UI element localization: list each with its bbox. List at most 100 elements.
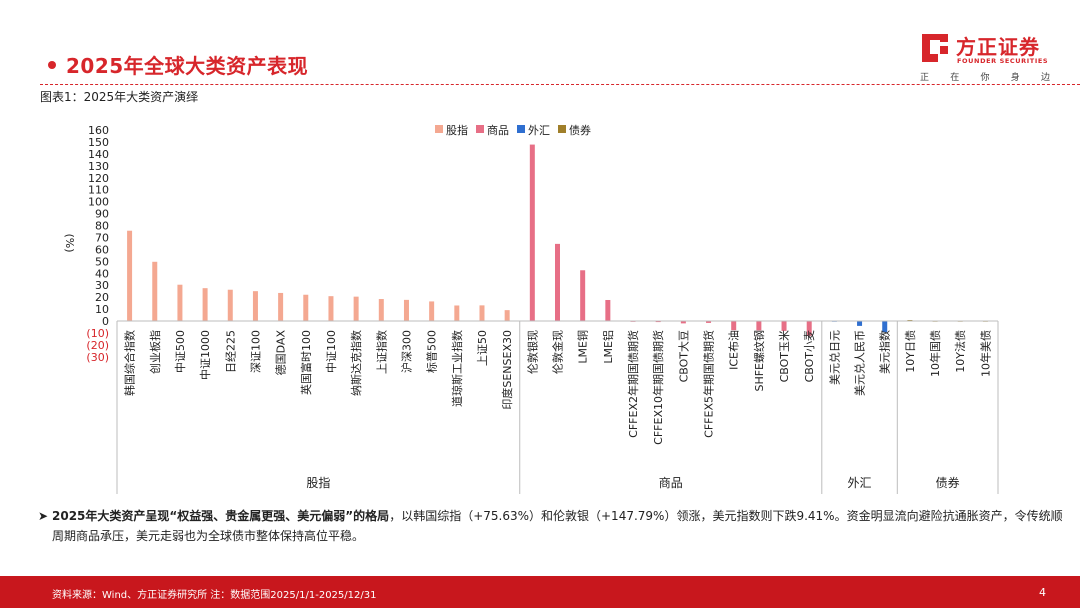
legend-swatch (558, 125, 566, 133)
bar (303, 294, 309, 321)
summary-paragraph: ➤ 2025年大类资产呈现“权益强、贵金属更强、美元偏弱”的格局，以韩国综指（+7… (38, 506, 1064, 546)
legend-swatch (435, 125, 443, 133)
category-label: 10年国债 (928, 330, 942, 377)
y-tick-label: 10 (95, 303, 109, 316)
title-bullet (48, 60, 56, 69)
y-tick-label: 60 (95, 243, 109, 256)
category-label: CBOT小麦 (803, 330, 816, 382)
y-tick-label: 40 (95, 267, 109, 280)
category-label: 10年美债 (978, 330, 992, 377)
y-tick-label: 0 (102, 315, 109, 328)
legend-label: 债券 (569, 123, 591, 137)
bar (580, 270, 586, 321)
bar (479, 305, 485, 321)
y-tick-label: 20 (95, 291, 109, 304)
bar (680, 321, 686, 324)
category-label: 创业板指 (148, 330, 162, 374)
slogan-char: 在 (950, 73, 960, 83)
category-label: LME铝 (601, 330, 615, 364)
category-label: 韩国综合指数 (123, 330, 137, 396)
bar (857, 321, 863, 326)
logo-chinese-name: 方正证券 (956, 35, 1040, 59)
group-label: 股指 (306, 475, 330, 490)
y-tick-label: 70 (95, 231, 109, 244)
company-logo: 方正证券 FOUNDER SECURITIES 正 在 你 身 边 (920, 30, 1060, 86)
category-label: 纳斯达克指数 (349, 330, 363, 396)
category-label: 上证50 (476, 330, 489, 366)
bar (555, 243, 560, 321)
page-title: 2025年全球大类资产表现 (48, 50, 308, 79)
bar (454, 305, 460, 321)
page-title-text: 2025年全球大类资产表现 (66, 54, 309, 78)
category-label: 中证100 (325, 330, 338, 373)
bar (127, 230, 133, 321)
y-tick-label: 80 (95, 220, 109, 233)
bar (403, 299, 409, 321)
category-label: CFFEX2年期国债期货 (626, 330, 640, 438)
bar (706, 321, 712, 323)
category-label: 10Y日债 (903, 330, 917, 373)
group-label: 商品 (659, 475, 683, 490)
y-tick-label: 110 (88, 184, 109, 197)
category-label: 10Y法债 (953, 330, 967, 373)
bar (756, 321, 762, 331)
y-axis-label: (%) (63, 233, 76, 252)
legend-label: 外汇 (528, 124, 550, 137)
category-label: 伦敦金现 (551, 330, 565, 374)
category-label: 标普500 (425, 330, 439, 373)
y-tick-label: 150 (88, 136, 109, 149)
y-tick-label: 50 (95, 255, 109, 268)
category-label: 道琼斯工业指数 (450, 330, 464, 407)
bullet-arrow-icon: ➤ (38, 509, 49, 523)
category-label: SHFE螺纹钢 (752, 330, 766, 392)
y-tick-label: 100 (88, 196, 109, 209)
legend-swatch (476, 125, 484, 133)
category-label: 中证500 (174, 330, 187, 373)
category-label: ICE布油 (727, 330, 741, 370)
chart-caption: 图表1：2025年大类资产演绎 (40, 90, 199, 104)
bar (252, 291, 258, 321)
bar (202, 288, 208, 321)
bar (378, 299, 384, 321)
category-label: CBOT大豆 (676, 330, 690, 382)
legend-label: 商品 (487, 123, 509, 137)
category-label: CFFEX10年期国债期货 (651, 330, 665, 445)
y-tick-label: 120 (88, 172, 109, 185)
y-tick-label: 140 (88, 148, 109, 161)
slogan-char: 正 (920, 73, 930, 83)
summary-rest: ，以韩国综指（+75.63%）和伦敦银（+147.79%）领涨，美元指数则下跌9… (52, 509, 1063, 543)
y-tick-label: (20) (86, 339, 109, 352)
footer-bar: 资料来源：Wind、方正证券研究所 注：数据范围2025/1/1-2025/12… (0, 576, 1080, 608)
category-label: CFFEX5年期国债期货 (702, 330, 716, 438)
bar (731, 321, 737, 331)
category-label: 美元兑人民币 (853, 330, 867, 396)
group-label: 债券 (936, 475, 960, 490)
category-label: 伦敦银现 (525, 330, 539, 374)
slogan-char: 你 (980, 73, 990, 83)
category-label: 印度SENSEX30 (500, 330, 514, 410)
slogan-char: 身 (1010, 73, 1020, 83)
bar (429, 301, 435, 321)
category-label: 中证1000 (199, 330, 212, 380)
category-label: LME铜 (576, 330, 590, 364)
category-label: 美元指数 (878, 330, 892, 374)
bar (278, 292, 284, 321)
category-label: 美元兑日元 (827, 330, 841, 385)
bar (227, 289, 233, 321)
bar (152, 261, 158, 321)
page-number: 4 (1039, 586, 1046, 599)
bar (353, 296, 359, 321)
y-tick-label: 90 (95, 208, 109, 221)
y-tick-label: 130 (88, 160, 109, 173)
bar (781, 321, 787, 331)
bar (806, 321, 812, 336)
summary-bold: 2025年大类资产呈现“权益强、贵金属更强、美元偏弱”的格局 (52, 509, 390, 523)
bar (529, 144, 535, 321)
category-label: 英国富时100 (299, 330, 313, 395)
logo-english-name: FOUNDER SECURITIES (957, 57, 1049, 65)
footer-source: 资料来源：Wind、方正证券研究所 注：数据范围2025/1/1-2025/12… (52, 590, 377, 601)
y-tick-label: 160 (88, 124, 109, 137)
legend-swatch (517, 125, 525, 133)
category-label: 深证100 (249, 330, 262, 373)
founder-logo-icon (922, 34, 948, 62)
